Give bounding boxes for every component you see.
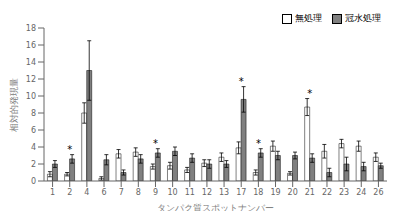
svg-text:21: 21 xyxy=(305,188,315,197)
svg-text:18: 18 xyxy=(253,188,263,197)
svg-text:1: 1 xyxy=(50,188,55,197)
svg-text:相対的発現量: 相対的発現量 xyxy=(9,78,19,132)
svg-text:24: 24 xyxy=(356,188,366,197)
svg-text:16: 16 xyxy=(26,41,36,50)
svg-text:2: 2 xyxy=(31,160,36,169)
svg-text:18: 18 xyxy=(26,24,36,33)
svg-text:2: 2 xyxy=(67,188,72,197)
svg-text:20: 20 xyxy=(288,188,298,197)
svg-text:6: 6 xyxy=(101,188,106,197)
svg-text:4: 4 xyxy=(31,143,36,152)
svg-text:タンパク質スポットナンバー: タンパク質スポットナンバー xyxy=(157,203,274,211)
svg-text:4: 4 xyxy=(84,188,89,197)
html-text:無処理: 無処理 xyxy=(295,13,322,23)
svg-text:10: 10 xyxy=(26,92,36,101)
svg-text:*: * xyxy=(256,138,261,149)
svg-text:12: 12 xyxy=(26,75,36,84)
svg-text:14: 14 xyxy=(26,58,36,67)
html-text:冠水処理: 冠水処理 xyxy=(345,13,381,23)
svg-text:9: 9 xyxy=(153,188,158,197)
svg-text:10: 10 xyxy=(168,188,178,197)
svg-text:17: 17 xyxy=(236,188,246,197)
svg-text:23: 23 xyxy=(339,188,349,197)
svg-text:*: * xyxy=(307,88,312,99)
svg-text:8: 8 xyxy=(136,188,141,197)
svg-text:11: 11 xyxy=(185,188,195,197)
svg-text:*: * xyxy=(239,76,244,87)
svg-text:*: * xyxy=(153,138,158,149)
svg-text:19: 19 xyxy=(270,188,280,197)
svg-text:6: 6 xyxy=(31,126,36,135)
svg-text:12: 12 xyxy=(202,188,212,197)
svg-text:8: 8 xyxy=(31,109,36,118)
svg-text:7: 7 xyxy=(119,188,124,197)
svg-text:*: * xyxy=(67,144,72,155)
svg-text:0: 0 xyxy=(31,177,36,186)
svg-text:26: 26 xyxy=(373,188,383,197)
svg-text:13: 13 xyxy=(219,188,229,197)
svg-text:22: 22 xyxy=(322,188,332,197)
